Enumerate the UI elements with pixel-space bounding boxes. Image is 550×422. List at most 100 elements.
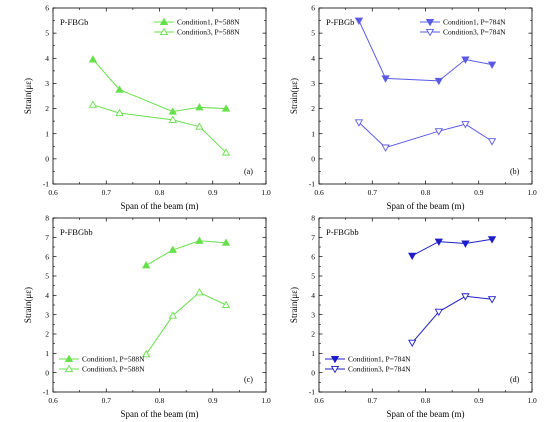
panel-letter: (a) — [244, 167, 253, 176]
data-point — [195, 122, 204, 130]
x-tick-label: 0.8 — [155, 396, 165, 405]
y-tick-label: 6 — [311, 4, 315, 13]
y-tick-label: 5 — [45, 272, 49, 281]
y-tick-label: 5 — [45, 29, 49, 38]
legend-marker — [425, 19, 435, 27]
x-tick-label: 1.0 — [527, 188, 537, 197]
y-tick-label: 0 — [311, 368, 315, 377]
legend-marker — [330, 366, 340, 374]
panel-letter: (c) — [244, 375, 253, 384]
x-tick-label: 0.8 — [421, 396, 431, 405]
legend-label: Condition3, P=784N — [443, 28, 506, 37]
data-point — [487, 236, 497, 244]
series-line — [411, 238, 493, 257]
legend-marker — [330, 356, 340, 364]
data-point — [142, 349, 151, 358]
data-point — [461, 121, 470, 129]
legend-item: Condition3, P=784N — [325, 365, 411, 374]
data-point — [461, 293, 470, 301]
legend-item: Condition1, P=784N — [420, 18, 506, 27]
x-tick-label: 0.6 — [314, 188, 324, 197]
series-b-1 — [354, 17, 497, 86]
y-tick-label: 1 — [311, 349, 315, 358]
y-tick-label: 7 — [45, 233, 49, 242]
series-line — [92, 59, 227, 113]
x-tick-label: 0.8 — [155, 188, 165, 197]
y-axis-label: Strain(με) — [23, 287, 33, 323]
legend-marker — [425, 29, 435, 37]
data-point — [168, 115, 177, 123]
y-axis-label: Strain(με) — [289, 287, 299, 323]
x-tick-label: 0.6 — [48, 188, 58, 197]
y-tick-label: 1 — [45, 349, 49, 358]
data-point — [168, 245, 177, 253]
legend-item: Condition3, P=784N — [420, 28, 506, 37]
y-tick-label: 5 — [311, 272, 315, 281]
legend-marker — [64, 354, 74, 362]
y-tick-label: 0 — [311, 154, 315, 163]
data-point — [408, 339, 417, 348]
y-tick-label: 2 — [45, 104, 49, 113]
data-point — [221, 238, 231, 246]
data-point — [221, 104, 231, 112]
data-point — [115, 85, 124, 93]
series-d-1 — [408, 236, 497, 261]
data-point — [354, 119, 364, 127]
data-point — [221, 148, 231, 156]
x-tick-label: 0.9 — [474, 396, 484, 405]
x-axis-label: Span of the beam (m) — [387, 201, 465, 211]
y-tick-label: -1 — [309, 180, 315, 189]
series-b-2 — [354, 119, 497, 152]
series-line — [411, 295, 493, 344]
y-axis-label: Strain(με) — [23, 78, 33, 114]
data-point — [195, 236, 204, 244]
y-tick-label: 6 — [45, 4, 49, 13]
data-point — [434, 77, 443, 86]
y-tick-label: 2 — [45, 330, 49, 339]
y-tick-label: 7 — [311, 233, 315, 242]
y-tick-label: 3 — [311, 79, 315, 88]
x-tick-label: 0.7 — [368, 396, 378, 405]
y-axis-label: Strain(με) — [289, 78, 299, 114]
panel-c: 0.6 0.7 0.8 0.9 1.0 -1 0 1 2 3 4 5 6 7 8 Span of the be… — [23, 214, 271, 419]
legend-marker — [159, 17, 169, 25]
data-point — [88, 100, 98, 108]
y-tick-label: 4 — [311, 54, 315, 63]
data-point — [461, 56, 470, 64]
data-point — [381, 75, 390, 83]
series-c-1 — [142, 236, 231, 269]
legend-marker — [159, 27, 169, 35]
x-tick-label: 1.0 — [261, 188, 271, 197]
y-tick-label: 1 — [311, 129, 315, 138]
x-tick-label: 0.6 — [314, 396, 324, 405]
y-tick-label: 0 — [45, 154, 49, 163]
y-tick-label: -1 — [43, 180, 49, 189]
data-point — [434, 238, 443, 246]
legend-item: Condition3, P=588N — [154, 28, 240, 37]
legend-marker — [64, 364, 74, 372]
panel-title: P-FBGb — [60, 17, 88, 27]
y-tick-label: 8 — [311, 214, 315, 223]
x-tick-label: 1.0 — [261, 396, 271, 405]
y-tick-label: 4 — [45, 291, 49, 300]
y-tick-label: 1 — [45, 129, 49, 138]
data-point — [434, 128, 443, 136]
y-tick-label: 3 — [45, 310, 49, 319]
legend-label: Condition1, P=588N — [177, 18, 240, 27]
x-axis-label: Span of the beam (m) — [121, 409, 199, 419]
y-tick-label: 5 — [311, 29, 315, 38]
data-point — [195, 103, 204, 111]
series-line — [358, 122, 493, 149]
data-point — [487, 61, 497, 69]
series-line — [145, 291, 227, 355]
data-point — [408, 252, 417, 261]
data-point — [115, 108, 124, 117]
data-point — [88, 55, 98, 63]
x-tick-label: 0.8 — [421, 188, 431, 197]
data-point — [168, 311, 177, 319]
y-tick-label: 3 — [45, 79, 49, 88]
y-tick-label: 8 — [45, 214, 49, 223]
